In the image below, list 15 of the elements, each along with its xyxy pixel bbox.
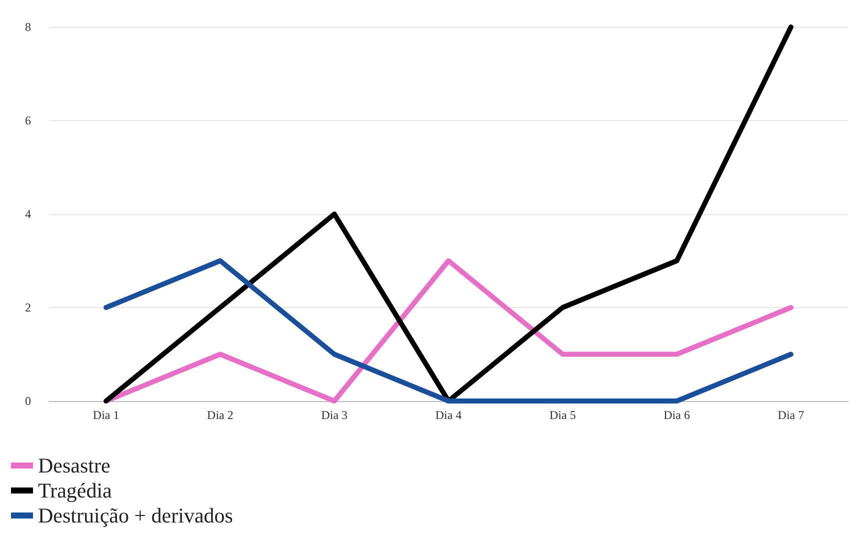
legend-label: Destruição + derivados <box>38 504 233 528</box>
x-tick-label: Dia 6 <box>664 408 690 422</box>
legend-label: Tragédia <box>38 478 113 502</box>
x-tick-label: Dia 2 <box>207 408 234 422</box>
y-tick-label: 6 <box>25 114 31 128</box>
y-tick-label: 8 <box>25 20 31 34</box>
legend-label: Desastre <box>38 454 110 478</box>
x-tick-label: Dia 4 <box>435 408 462 422</box>
y-tick-label: 0 <box>25 394 31 408</box>
y-tick-label: 4 <box>25 207 31 221</box>
y-tick-label: 2 <box>25 300 31 314</box>
x-tick-label: Dia 3 <box>321 408 348 422</box>
x-tick-label: Dia 1 <box>92 408 120 422</box>
x-tick-label: Dia 5 <box>549 408 576 422</box>
x-tick-label: Dia 7 <box>778 408 804 422</box>
